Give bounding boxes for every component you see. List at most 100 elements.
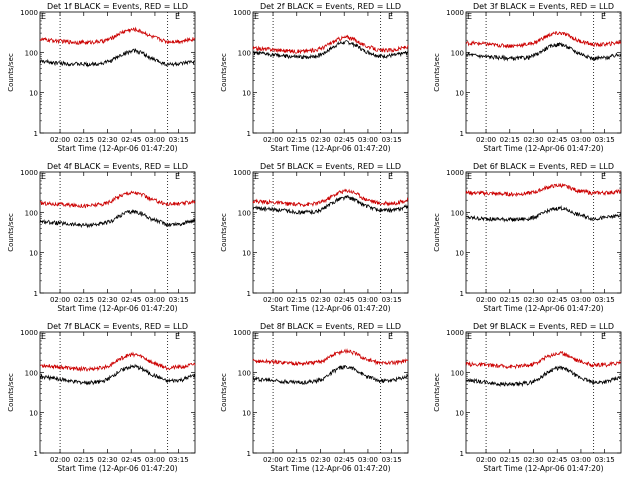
chart-title: Det 4f BLACK = Events, RED = LLD [47,162,188,171]
chart-title: Det 5f BLACK = Events, RED = LLD [260,162,401,171]
marker-flag: E [41,12,46,21]
x-tick-label: 02:00 [263,136,283,144]
series-events-line [465,205,622,223]
x-tick-label: 03:15 [382,136,402,144]
series-events-line [39,363,196,386]
series-lld-line [465,31,622,49]
marker-flag: E [601,332,606,341]
y-tick-label: 100 [25,209,38,217]
series-events-line [252,195,409,216]
detector-chart-9: Det 9f BLACK = Events, RED = LLD 1 10 100 10… [433,322,622,473]
detector-chart-8: Det 8f BLACK = Events, RED = LLD 1 10 100 10… [220,322,409,473]
y-tick-label: 10 [29,90,38,98]
y-tick-label: 1000 [446,169,464,177]
plot-frame [39,11,196,134]
x-tick-label: 02:30 [310,136,330,144]
y-tick-label: 1 [34,450,38,458]
series-events-line [465,365,622,388]
x-tick-label: 02:45 [121,456,141,464]
y-tick-label: 100 [238,369,251,377]
x-tick-label: 02:00 [263,296,283,304]
y-tick-label: 100 [451,369,464,377]
x-tick-label: 03:00 [358,136,378,144]
x-axis-label: Start Time (12-Apr-06 01:47:20) [57,304,177,313]
plot-frame [465,331,622,454]
y-tick-label: 1 [247,290,251,298]
plot-frame [465,171,622,294]
x-tick-label: 03:15 [169,296,189,304]
x-tick-label: 03:00 [145,136,165,144]
plot-frame [252,11,409,134]
x-tick-label: 02:45 [547,296,567,304]
y-tick-label: 10 [455,250,464,258]
y-tick-label: 10 [29,410,38,418]
series-events-line [252,365,409,385]
x-axis-label: Start Time (12-Apr-06 01:47:20) [270,304,390,313]
x-tick-label: 03:15 [382,296,402,304]
y-tick-label: 100 [25,369,38,377]
x-tick-label: 02:30 [310,456,330,464]
x-tick-label: 02:30 [523,296,543,304]
x-tick-label: 03:15 [595,456,615,464]
y-axis-label: Counts/sec [7,373,15,412]
y-axis-label: Counts/sec [220,53,228,92]
series-lld-line [465,182,622,198]
chart-title: Det 2f BLACK = Events, RED = LLD [260,2,401,11]
detector-chart-6: Det 6f BLACK = Events, RED = LLD 1 10 100 10… [433,162,622,313]
series-lld-line [465,350,622,370]
x-tick-label: 02:30 [523,456,543,464]
y-tick-label: 1000 [446,329,464,337]
y-axis-label: Counts/sec [220,373,228,412]
marker-flag: E [467,332,472,341]
marker-flag: E [175,172,180,181]
y-tick-label: 1 [460,130,464,138]
x-axis-label: Start Time (12-Apr-06 01:47:20) [57,144,177,153]
marker-flag: E [175,332,180,341]
y-tick-label: 10 [455,410,464,418]
x-tick-label: 02:15 [74,456,94,464]
y-tick-label: 10 [455,90,464,98]
y-tick-label: 100 [238,209,251,217]
x-tick-label: 02:15 [287,456,307,464]
chart-title: Det 6f BLACK = Events, RED = LLD [473,162,614,171]
x-tick-label: 03:00 [571,136,591,144]
x-tick-label: 03:15 [382,456,402,464]
y-tick-label: 1000 [446,9,464,17]
detector-chart-5: Det 5f BLACK = Events, RED = LLD 1 10 100 10… [220,162,409,313]
y-axis-label: Counts/sec [433,53,441,92]
x-tick-label: 03:00 [358,296,378,304]
marker-flag: E [41,172,46,181]
series-lld-line [252,34,409,55]
y-tick-label: 1 [460,450,464,458]
chart-title: Det 7f BLACK = Events, RED = LLD [47,322,188,331]
x-tick-label: 02:00 [476,296,496,304]
series-events-line [39,208,196,229]
y-tick-label: 1 [247,130,251,138]
x-tick-label: 02:00 [50,136,70,144]
x-tick-label: 02:30 [97,296,117,304]
x-tick-label: 02:45 [334,456,354,464]
plot-frame [39,171,196,294]
y-axis-label: Counts/sec [220,213,228,252]
series-lld-line [39,351,196,373]
marker-flag: E [601,172,606,181]
series-events-line [465,42,622,62]
marker-flag: E [254,12,259,21]
x-tick-label: 03:15 [595,296,615,304]
x-tick-label: 02:45 [547,456,567,464]
chart-title: Det 8f BLACK = Events, RED = LLD [260,322,401,331]
x-tick-label: 02:00 [476,456,496,464]
x-axis-label: Start Time (12-Apr-06 01:47:20) [483,304,603,313]
y-tick-label: 1 [247,450,251,458]
y-axis-label: Counts/sec [433,373,441,412]
detector-chart-1: Det 1f BLACK = Events, RED = LLD 1 10 100 10… [7,2,196,153]
chart-title: Det 3f BLACK = Events, RED = LLD [473,2,614,11]
x-tick-label: 02:15 [74,296,94,304]
x-tick-label: 02:15 [500,296,520,304]
x-axis-label: Start Time (12-Apr-06 01:47:20) [57,464,177,473]
x-tick-label: 02:45 [121,136,141,144]
marker-flag: E [388,172,393,181]
marker-flag: E [467,172,472,181]
plot-frame [465,11,622,134]
